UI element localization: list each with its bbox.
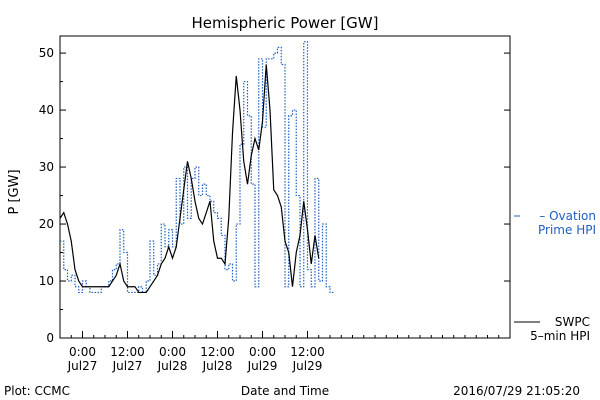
- legend-swpc-label: SWPC: [555, 315, 590, 329]
- plot-timestamp: 2016/07/29 21:05:20: [453, 384, 580, 398]
- y-tick-label: 40: [39, 103, 54, 117]
- x-tick-time-label: 0:00: [69, 345, 96, 359]
- x-tick-time-label: 12:00: [200, 345, 235, 359]
- chart-title: Hemispheric Power [GW]: [192, 14, 379, 32]
- y-tick-label: 30: [39, 160, 54, 174]
- x-tick-time-label: 12:00: [110, 345, 145, 359]
- series-line-ovation-prime: [60, 41, 334, 294]
- x-tick-date-label: Jul29: [247, 359, 278, 373]
- x-tick-date-label: Jul28: [157, 359, 188, 373]
- legend-ovation-label: – Ovation: [539, 209, 596, 223]
- legend-ovation-label: Prime HPI: [538, 223, 596, 237]
- x-tick-date-label: Jul27: [67, 359, 98, 373]
- y-tick-label: 20: [39, 217, 54, 231]
- y-tick-label: 50: [39, 46, 54, 60]
- plot-source-label: Plot: CCMC: [4, 384, 70, 398]
- x-axis-label: Date and Time: [241, 384, 329, 398]
- legend-swpc-label: 5–min HPI: [530, 329, 590, 343]
- x-tick-time-label: 0:00: [249, 345, 276, 359]
- y-tick-label: 0: [46, 331, 54, 345]
- series-line-swpc: [59, 64, 320, 294]
- y-axis: 0 10 20 30 40 50: [39, 46, 510, 345]
- x-tick-time-label: 0:00: [159, 345, 186, 359]
- series-layer: [59, 41, 334, 294]
- y-tick-label: 10: [39, 274, 54, 288]
- x-tick-date-label: Jul27: [112, 359, 143, 373]
- x-axis: 0:00Jul2712:00Jul270:00Jul2812:00Jul280:…: [59, 331, 511, 373]
- x-tick-date-label: Jul29: [292, 359, 323, 373]
- y-axis-label: P [GW]: [7, 169, 22, 214]
- plot-frame: [59, 35, 511, 339]
- x-tick-date-label: Jul28: [202, 359, 233, 373]
- x-tick-time-label: 12:00: [290, 345, 325, 359]
